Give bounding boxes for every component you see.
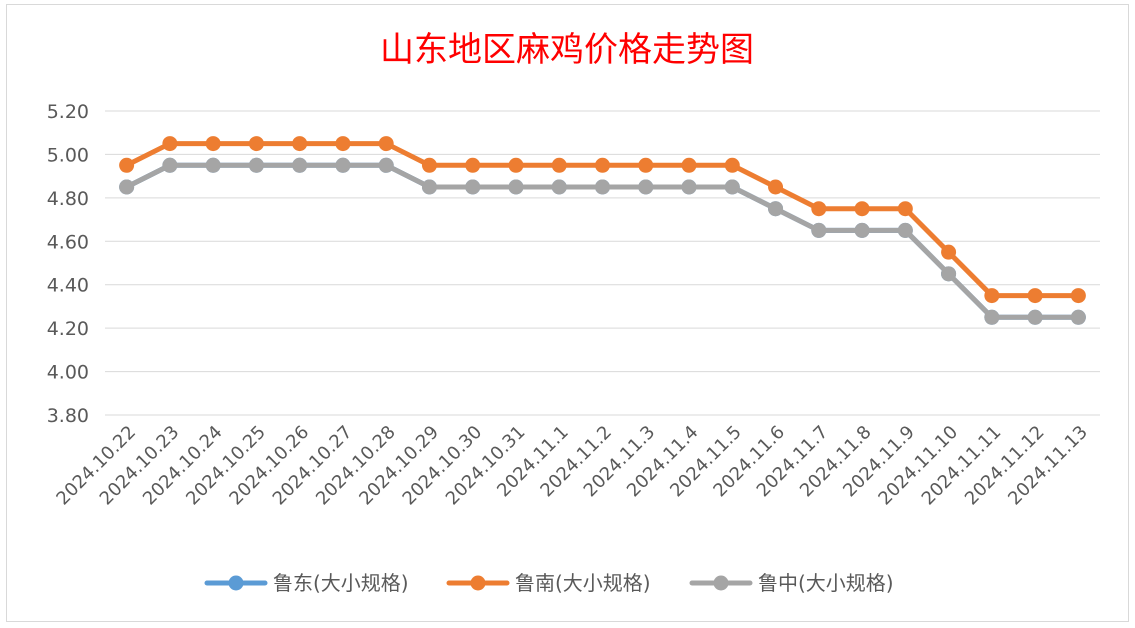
data-point (984, 288, 1000, 304)
data-point (465, 179, 481, 195)
data-point (162, 136, 178, 152)
data-point (335, 136, 351, 152)
series-2 (119, 157, 1086, 325)
y-tick-label: 5.00 (47, 144, 89, 166)
data-point (681, 179, 697, 195)
y-tick-label: 5.20 (47, 101, 89, 123)
data-point (941, 244, 957, 260)
data-point (421, 157, 437, 173)
y-tick-label: 4.20 (47, 318, 89, 340)
data-point (551, 157, 567, 173)
data-point (248, 157, 264, 173)
data-point (811, 201, 827, 217)
gridlines (105, 110, 1100, 416)
legend-label: 鲁东(大小规格) (273, 571, 409, 595)
data-point (335, 157, 351, 173)
chart-frame (6, 4, 1129, 622)
legend-marker (713, 575, 729, 591)
data-point (724, 157, 740, 173)
data-point (378, 136, 394, 152)
data-point (768, 179, 784, 195)
data-point (205, 136, 221, 152)
data-point (897, 201, 913, 217)
data-point (508, 157, 524, 173)
data-point (854, 201, 870, 217)
data-point (897, 222, 913, 238)
data-point (638, 179, 654, 195)
y-tick-label: 4.00 (47, 362, 89, 384)
y-axis-ticks: 3.80 4.00 4.20 4.40 4.60 4.80 5.00 5.20 (47, 101, 89, 427)
data-point (508, 179, 524, 195)
data-point (1027, 288, 1043, 304)
data-point (1070, 288, 1086, 304)
data-point (941, 266, 957, 282)
data-point (378, 157, 394, 173)
data-point (595, 157, 610, 173)
data-point (811, 222, 827, 238)
series-1 (119, 136, 1086, 304)
data-point (205, 157, 221, 173)
legend-label: 鲁南(大小规格) (515, 571, 651, 595)
chart-title: 山东地区麻鸡价格走势图 (380, 30, 754, 70)
y-tick-label: 4.60 (47, 231, 89, 253)
data-point (119, 157, 135, 173)
y-tick-label: 3.80 (47, 405, 89, 427)
data-point (119, 179, 135, 195)
data-point (292, 157, 308, 173)
legend-label: 鲁中(大小规格) (758, 571, 894, 595)
data-point (681, 157, 697, 173)
data-point (162, 157, 178, 173)
data-point (984, 309, 1000, 325)
data-point (638, 157, 654, 173)
data-point (421, 179, 437, 195)
y-tick-label: 4.40 (47, 275, 89, 297)
y-tick-label: 4.80 (47, 188, 89, 210)
data-point (724, 179, 740, 195)
x-axis-ticks: 2024.10.222024.10.232024.10.242024.10.25… (52, 422, 1091, 510)
data-point (248, 136, 264, 152)
data-point (292, 136, 308, 152)
legend-marker (228, 575, 244, 591)
data-point (854, 222, 870, 238)
data-point (551, 179, 567, 195)
data-point (465, 157, 481, 173)
series-lines (119, 136, 1086, 325)
data-point (768, 201, 784, 217)
data-point (595, 179, 610, 195)
data-point (1027, 309, 1043, 325)
legend: 鲁东(大小规格) 鲁南(大小规格) 鲁中(大小规格) (204, 571, 894, 595)
legend-marker (470, 575, 486, 591)
data-point (1070, 309, 1086, 325)
